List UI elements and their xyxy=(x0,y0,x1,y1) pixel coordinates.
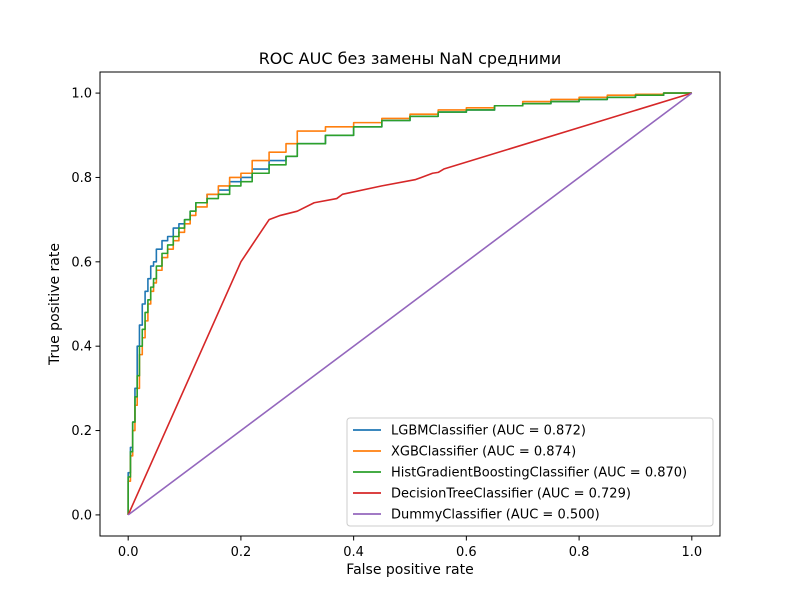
y-tick-label: 1.0 xyxy=(71,87,92,102)
chart-title: ROC AUC без замены NaN средними xyxy=(259,49,562,68)
legend-label: XGBClassifier (AUC = 0.874) xyxy=(391,445,576,460)
series-line-4 xyxy=(127,92,693,516)
y-tick-label: 0.8 xyxy=(71,171,92,186)
y-tick-label: 0.2 xyxy=(71,424,92,439)
y-tick-label: 0.6 xyxy=(71,255,92,270)
series-layer xyxy=(127,92,693,516)
x-tick-label: 0.4 xyxy=(343,545,364,560)
x-tick-label: 0.6 xyxy=(456,545,477,560)
legend-label: HistGradientBoostingClassifier (AUC = 0.… xyxy=(391,466,687,481)
y-axis-label: True positive rate xyxy=(47,243,63,366)
legend-label: LGBMClassifier (AUC = 0.872) xyxy=(391,424,586,439)
x-axis-label: False positive rate xyxy=(346,562,473,578)
x-tick-label: 1.0 xyxy=(681,545,702,560)
x-tick-label: 0.8 xyxy=(569,545,590,560)
legend-label: DecisionTreeClassifier (AUC = 0.729) xyxy=(391,487,631,502)
legend-label: DummyClassifier (AUC = 0.500) xyxy=(391,508,600,523)
legend-box xyxy=(346,417,714,527)
y-tick-label: 0.4 xyxy=(71,340,92,355)
x-axis-ticks: 0.0 0.2 0.4 0.6 0.8 1.0 xyxy=(118,536,702,560)
series-line-2 xyxy=(127,92,692,515)
x-tick-label: 0.2 xyxy=(231,545,252,560)
x-tick-label: 0.0 xyxy=(118,545,139,560)
series-line-3 xyxy=(127,92,693,516)
plot-frame xyxy=(99,71,721,537)
y-tick-label: 0.0 xyxy=(71,508,92,523)
y-axis-ticks: 0.0 0.2 0.4 0.6 0.8 1.0 xyxy=(71,87,100,523)
legend: LGBMClassifier (AUC = 0.872) XGBClassifie… xyxy=(346,417,714,527)
